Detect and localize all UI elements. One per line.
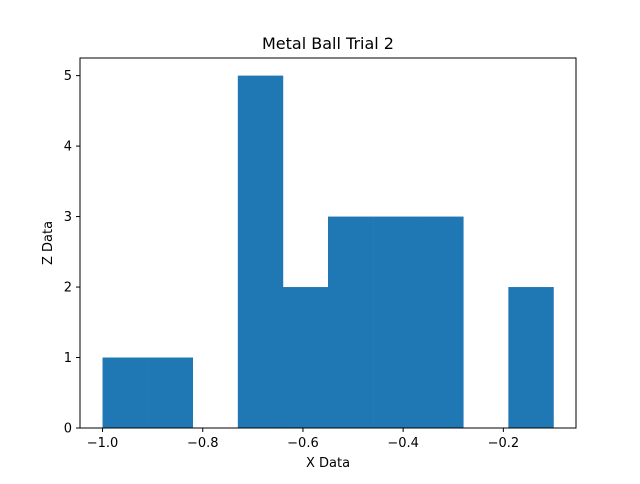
histogram-bar [418, 216, 464, 428]
y-tick-label: 4 [64, 140, 72, 155]
y-tick-label: 2 [64, 281, 72, 296]
y-axis-ticks: 0 1 2 3 4 5 [64, 69, 80, 437]
y-tick-label: 1 [64, 351, 72, 366]
histogram-bar [508, 287, 554, 428]
bars-group [102, 75, 554, 428]
histogram-bar [237, 75, 284, 428]
histogram-bar [102, 357, 148, 428]
x-tick-label: −0.8 [187, 436, 219, 451]
histogram-bar [282, 287, 329, 428]
y-tick-label: 3 [64, 210, 72, 225]
y-axis-label: Z Data [41, 221, 56, 265]
x-tick-label: −1.0 [87, 436, 119, 451]
x-tick-label: −0.6 [287, 436, 319, 451]
x-tick-label: −0.4 [387, 436, 419, 451]
chart-title: Metal Ball Trial 2 [262, 34, 394, 53]
histogram-bar [147, 357, 194, 428]
y-tick-label: 5 [64, 69, 72, 84]
x-axis-label: X Data [306, 456, 350, 471]
plot-area-frame [79, 57, 577, 429]
x-tick-label: −0.2 [488, 436, 520, 451]
histogram-bar [373, 216, 419, 428]
x-axis-ticks: −1.0 −0.8 −0.6 −0.4 −0.2 [87, 428, 519, 451]
y-tick-label: 0 [64, 422, 72, 437]
histogram-bar [328, 216, 374, 428]
